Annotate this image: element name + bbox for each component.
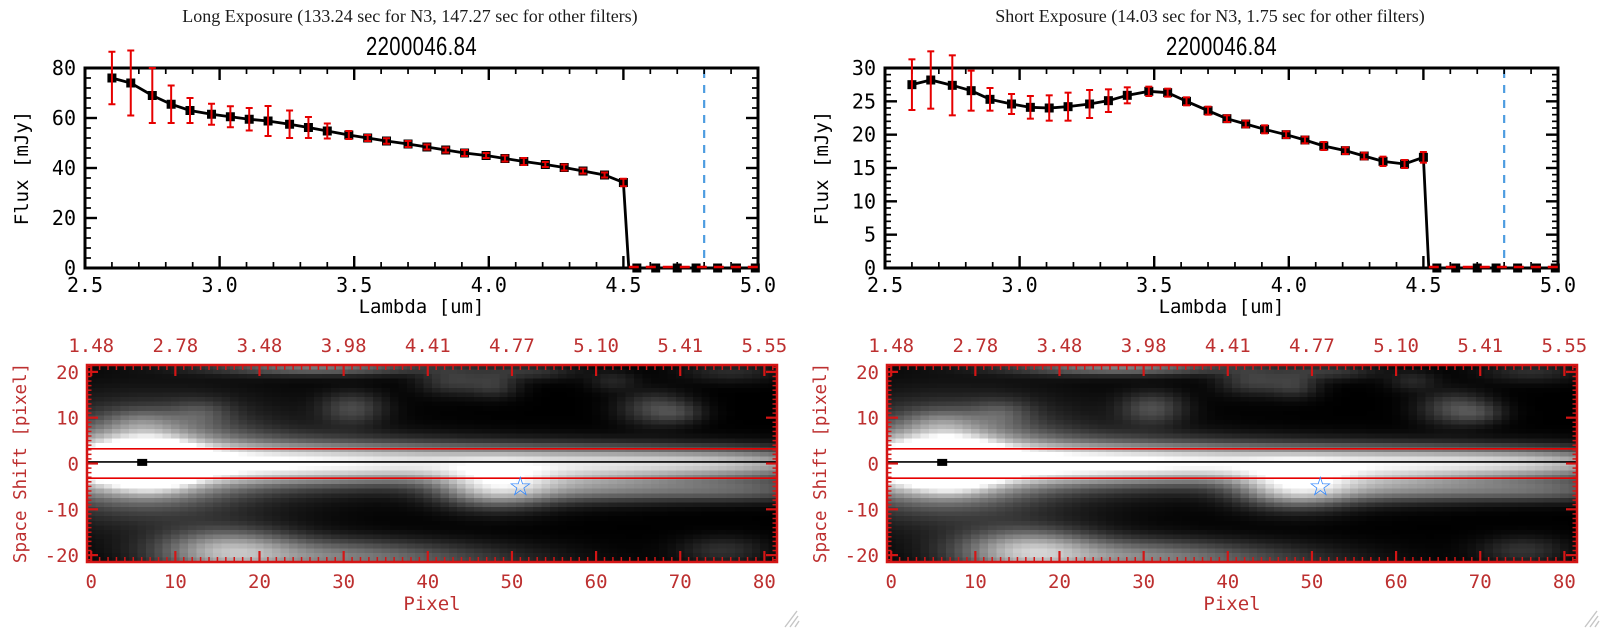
lambda-axis-label: Lambda [um] <box>1158 296 1285 318</box>
svg-text:60: 60 <box>585 571 608 593</box>
svg-text:5.41: 5.41 <box>1457 335 1503 357</box>
svg-text:-10: -10 <box>845 499 879 521</box>
svg-text:70: 70 <box>669 571 692 593</box>
svg-text:20: 20 <box>52 206 76 230</box>
svg-text:-20: -20 <box>45 545 79 567</box>
spectral-image-short <box>887 365 1577 562</box>
svg-text:25: 25 <box>852 89 876 113</box>
svg-text:5: 5 <box>864 223 876 247</box>
svg-text:5.55: 5.55 <box>741 335 787 357</box>
svg-text:3.0: 3.0 <box>1002 273 1038 297</box>
object-id: 2200046.84 <box>365 31 478 61</box>
svg-text:1.48: 1.48 <box>868 335 914 357</box>
svg-text:0: 0 <box>868 454 879 476</box>
svg-text:4.77: 4.77 <box>1289 335 1335 357</box>
svg-text:80: 80 <box>1553 571 1576 593</box>
svg-text:10: 10 <box>164 571 187 593</box>
svg-text:10: 10 <box>856 408 879 430</box>
page-title: Short Exposure (14.03 sec for N3, 1.75 s… <box>995 6 1425 26</box>
svg-text:4.41: 4.41 <box>405 335 451 357</box>
pixel-axis-label: Pixel <box>403 593 461 615</box>
panel-long-exposure: 2.5 3.0 3.5 4.0 4.5 5.0 0 20 40 60 80 0 1.48 10 2.78 20… <box>11 6 800 629</box>
panel-short-exposure: 2.5 3.0 3.5 4.0 4.5 5.0 0 5 10 15 20 25 30 0 1.48 10 2.7… <box>800 0 1600 630</box>
svg-text:2.78: 2.78 <box>952 335 998 357</box>
svg-text:2.5: 2.5 <box>67 273 103 297</box>
svg-text:80: 80 <box>52 56 76 80</box>
spectral-image-long <box>87 365 777 562</box>
svg-text:0: 0 <box>864 256 876 280</box>
svg-text:3.0: 3.0 <box>202 273 238 297</box>
svg-text:20: 20 <box>56 362 79 384</box>
resize-grip-icon[interactable] <box>1581 605 1600 629</box>
svg-text:3.5: 3.5 <box>1136 273 1172 297</box>
svg-text:40: 40 <box>1216 571 1239 593</box>
svg-text:5.10: 5.10 <box>573 335 619 357</box>
svg-text:4.77: 4.77 <box>489 335 535 357</box>
svg-text:1.48: 1.48 <box>68 335 114 357</box>
flux-axis-label: Flux [mJy] <box>11 110 33 226</box>
svg-text:5.0: 5.0 <box>1540 273 1576 297</box>
svg-text:3.48: 3.48 <box>1037 335 1083 357</box>
svg-text:20: 20 <box>856 362 879 384</box>
svg-text:60: 60 <box>1385 571 1408 593</box>
svg-text:30: 30 <box>332 571 355 593</box>
svg-text:4.5: 4.5 <box>605 273 641 297</box>
svg-text:40: 40 <box>52 156 76 180</box>
space-shift-axis-label: Space Shift [pixel] <box>811 362 831 564</box>
pixel-axis-label: Pixel <box>1203 593 1261 615</box>
svg-text:4.41: 4.41 <box>1205 335 1251 357</box>
svg-text:50: 50 <box>500 571 523 593</box>
svg-text:4.0: 4.0 <box>1271 273 1307 297</box>
svg-text:15: 15 <box>852 156 876 180</box>
svg-text:5.0: 5.0 <box>740 273 776 297</box>
svg-text:2.5: 2.5 <box>867 273 903 297</box>
svg-text:70: 70 <box>1469 571 1492 593</box>
svg-text:0: 0 <box>85 571 96 593</box>
svg-text:5.55: 5.55 <box>1541 335 1587 357</box>
resize-grip-icon[interactable] <box>781 605 800 629</box>
svg-text:0: 0 <box>64 256 76 280</box>
svg-text:-20: -20 <box>845 545 879 567</box>
svg-text:20: 20 <box>248 571 271 593</box>
svg-text:4.5: 4.5 <box>1405 273 1441 297</box>
svg-text:60: 60 <box>52 106 76 130</box>
svg-text:5.41: 5.41 <box>657 335 703 357</box>
flux-axis-label: Flux [mJy] <box>811 110 833 226</box>
svg-text:80: 80 <box>753 571 776 593</box>
svg-text:3.98: 3.98 <box>1121 335 1167 357</box>
svg-text:50: 50 <box>1300 571 1323 593</box>
svg-text:10: 10 <box>964 571 987 593</box>
svg-text:-10: -10 <box>45 499 79 521</box>
page-title: Long Exposure (133.24 sec for N3, 147.27… <box>182 6 638 26</box>
svg-text:0: 0 <box>885 571 896 593</box>
lambda-axis-label: Lambda [um] <box>358 296 485 318</box>
svg-text:30: 30 <box>852 56 876 80</box>
space-shift-axis-label: Space Shift [pixel] <box>11 362 31 564</box>
svg-text:10: 10 <box>56 408 79 430</box>
svg-text:0: 0 <box>68 454 79 476</box>
object-id: 2200046.84 <box>1165 31 1278 61</box>
svg-text:20: 20 <box>1048 571 1071 593</box>
svg-text:3.98: 3.98 <box>321 335 367 357</box>
svg-text:10: 10 <box>852 189 876 213</box>
svg-text:4.0: 4.0 <box>471 273 507 297</box>
svg-text:2.78: 2.78 <box>152 335 198 357</box>
svg-text:40: 40 <box>416 571 439 593</box>
svg-text:20: 20 <box>852 123 876 147</box>
svg-text:3.5: 3.5 <box>336 273 372 297</box>
svg-text:3.48: 3.48 <box>237 335 283 357</box>
svg-text:5.10: 5.10 <box>1373 335 1419 357</box>
svg-text:30: 30 <box>1132 571 1155 593</box>
